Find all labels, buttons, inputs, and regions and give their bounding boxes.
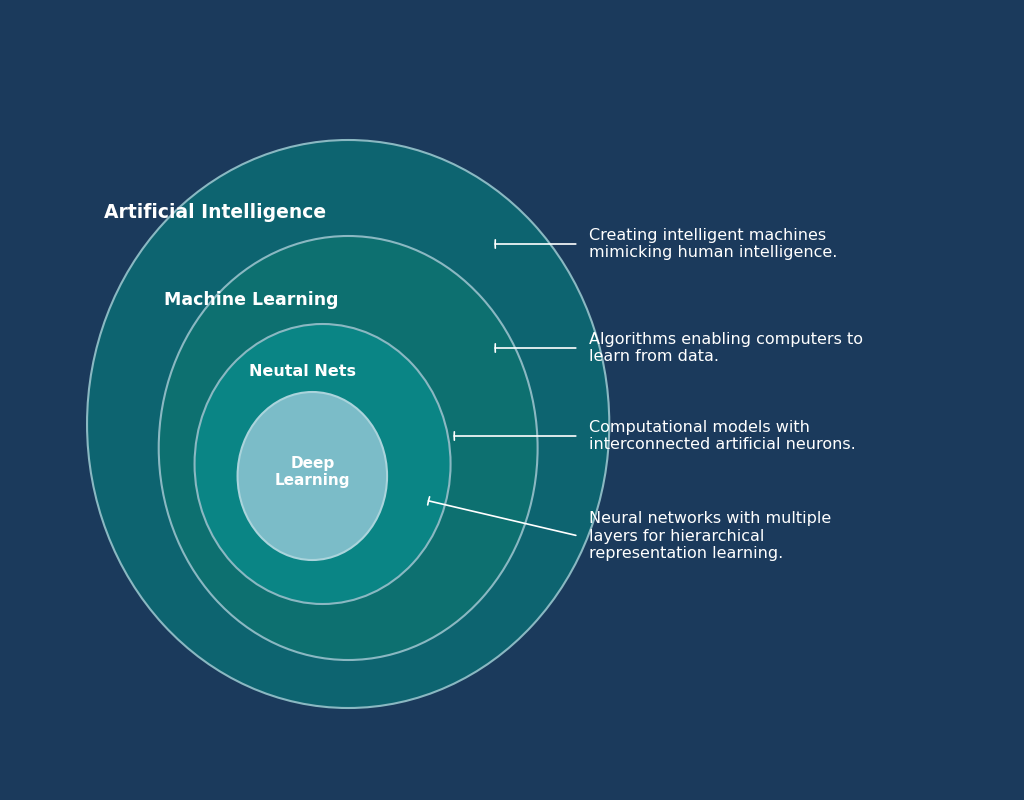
Text: Neutal Nets: Neutal Nets bbox=[249, 365, 355, 379]
Text: Algorithms enabling computers to
learn from data.: Algorithms enabling computers to learn f… bbox=[589, 332, 863, 364]
Text: Neural networks with multiple
layers for hierarchical
representation learning.: Neural networks with multiple layers for… bbox=[589, 511, 831, 561]
Text: Artificial Intelligence: Artificial Intelligence bbox=[104, 202, 326, 222]
Text: Creating intelligent machines
mimicking human intelligence.: Creating intelligent machines mimicking … bbox=[589, 228, 838, 260]
Ellipse shape bbox=[159, 236, 538, 660]
Ellipse shape bbox=[87, 140, 609, 708]
Text: Machine Learning: Machine Learning bbox=[164, 291, 338, 309]
Text: Deep
Learning: Deep Learning bbox=[274, 456, 350, 488]
Ellipse shape bbox=[195, 324, 451, 604]
Text: Computational models with
interconnected artificial neurons.: Computational models with interconnected… bbox=[589, 420, 855, 452]
Ellipse shape bbox=[238, 392, 387, 560]
